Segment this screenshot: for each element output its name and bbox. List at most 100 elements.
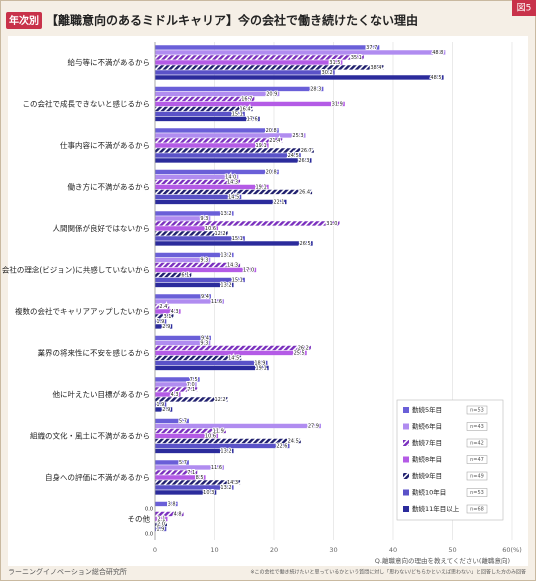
bar [155, 470, 198, 475]
bar [155, 443, 290, 449]
bar [155, 355, 242, 361]
y-tick-label: 会社の理念(ビジョン)に共感していないから [2, 264, 150, 274]
value-label: 9.3 [200, 216, 208, 222]
bar [155, 428, 226, 434]
value-label: 14.3 [227, 179, 238, 185]
value-label: 7.0 [187, 382, 195, 388]
bar [155, 101, 345, 107]
bar [155, 75, 444, 80]
value-label: 14.3 [227, 480, 238, 486]
value-label: 20.8 [266, 169, 277, 175]
legend-n: n=42 [470, 441, 484, 447]
legend-swatch [403, 489, 409, 496]
bar [155, 490, 217, 495]
value-label: 20.8 [266, 128, 277, 134]
note: ※この会社で働き続けたいと思っているかという質問に対し「思わない/どちらかといえ… [250, 569, 526, 576]
y-tick-label: 業界の将来性に不安を感じるから [38, 347, 151, 357]
bar [155, 216, 211, 221]
value-label: 12.2 [214, 231, 225, 237]
value-label: 13.2 [220, 282, 231, 288]
y-tick-label: 組織の文化・風土に不満があるから [30, 430, 150, 440]
value-label: 48.5 [430, 75, 441, 81]
y-tick-label: 他に叶えたい目標があるから [53, 389, 151, 399]
legend-swatch [403, 407, 409, 413]
value-label: 2.4 [159, 304, 167, 310]
legend-n-box [466, 504, 488, 514]
value-label: 17.0 [243, 267, 254, 273]
y-tick-label: この会社で成長できないと感じるから [23, 98, 151, 108]
bar [155, 335, 211, 341]
value-label: 31.0 [326, 221, 337, 227]
value-label: 9.3 [200, 340, 208, 346]
y-tick-label: 自身への評価に不満があるから [45, 472, 150, 482]
bar [155, 267, 257, 273]
value-label: 5.7 [179, 460, 187, 466]
bar [155, 282, 234, 288]
bar [155, 189, 313, 195]
value-label: 26.2 [298, 345, 309, 351]
legend-n: n=53 [470, 490, 484, 496]
y-tick-label: 給与等に不満があるから [68, 57, 151, 67]
value-label: 20.9 [266, 91, 277, 97]
bar [155, 340, 211, 346]
value-label: 14.5 [228, 194, 239, 200]
value-label: 26.7 [301, 148, 312, 154]
legend-n: n=53 [470, 408, 484, 414]
value-label: 3.8 [168, 501, 176, 507]
value-label: 9.4 [201, 294, 209, 300]
bar [155, 241, 313, 246]
value-label: 10.6 [205, 226, 216, 232]
bar [155, 272, 192, 278]
bar [155, 91, 280, 97]
bar [155, 423, 322, 429]
value-label: 1.9 [156, 319, 164, 325]
value-label: 24.5 [288, 438, 299, 444]
value-label: 0.0 [145, 506, 153, 512]
legend-n: n=47 [470, 457, 484, 463]
legend-label: 勤続11年目以上 [412, 504, 460, 513]
bar [155, 133, 306, 138]
value-label: 13.2 [220, 485, 231, 491]
bar [155, 70, 335, 75]
bar [155, 350, 307, 356]
x-tick-label: 30 [329, 546, 337, 554]
figure-label: 図5 [517, 3, 532, 14]
value-label: 13.2 [220, 211, 231, 217]
value-label: 13.2 [220, 252, 231, 258]
bar [155, 169, 279, 175]
badge: 年次別 [9, 14, 39, 27]
bar [155, 526, 167, 532]
value-label: 2.0 [157, 521, 165, 527]
value-label: 27.9 [308, 423, 319, 429]
value-label: 26.3 [298, 158, 309, 164]
value-label: 21.4 [269, 138, 280, 144]
value-label: 6.1 [181, 272, 189, 278]
bar [155, 184, 269, 190]
bar [155, 158, 312, 163]
value-label: 2.9 [162, 407, 170, 413]
value-label: 4.3 [171, 309, 179, 315]
bar [155, 86, 324, 92]
value-label: 14.0 [225, 174, 236, 180]
x-tick-label: 20 [270, 546, 278, 554]
value-label: 19.1 [256, 143, 267, 149]
legend-label: 勤続7年目 [412, 438, 442, 447]
value-label: 25.3 [292, 133, 303, 139]
value-label: 8.5 [196, 475, 204, 481]
bar [155, 521, 167, 527]
bar [155, 402, 167, 407]
bar [155, 511, 184, 517]
x-tick-label: 0 [153, 546, 157, 554]
bar [155, 387, 198, 392]
x-tick-label: 40 [389, 546, 397, 554]
bar [155, 475, 206, 480]
figure-box [512, 0, 536, 16]
bar [155, 211, 234, 216]
bar [155, 106, 253, 112]
bar [155, 501, 178, 507]
value-label: 2.1 [158, 516, 166, 522]
value-label: 11.6 [211, 465, 222, 471]
value-label: 37.7 [366, 45, 377, 51]
bar [155, 345, 311, 351]
value-label: 11.9 [213, 428, 224, 434]
